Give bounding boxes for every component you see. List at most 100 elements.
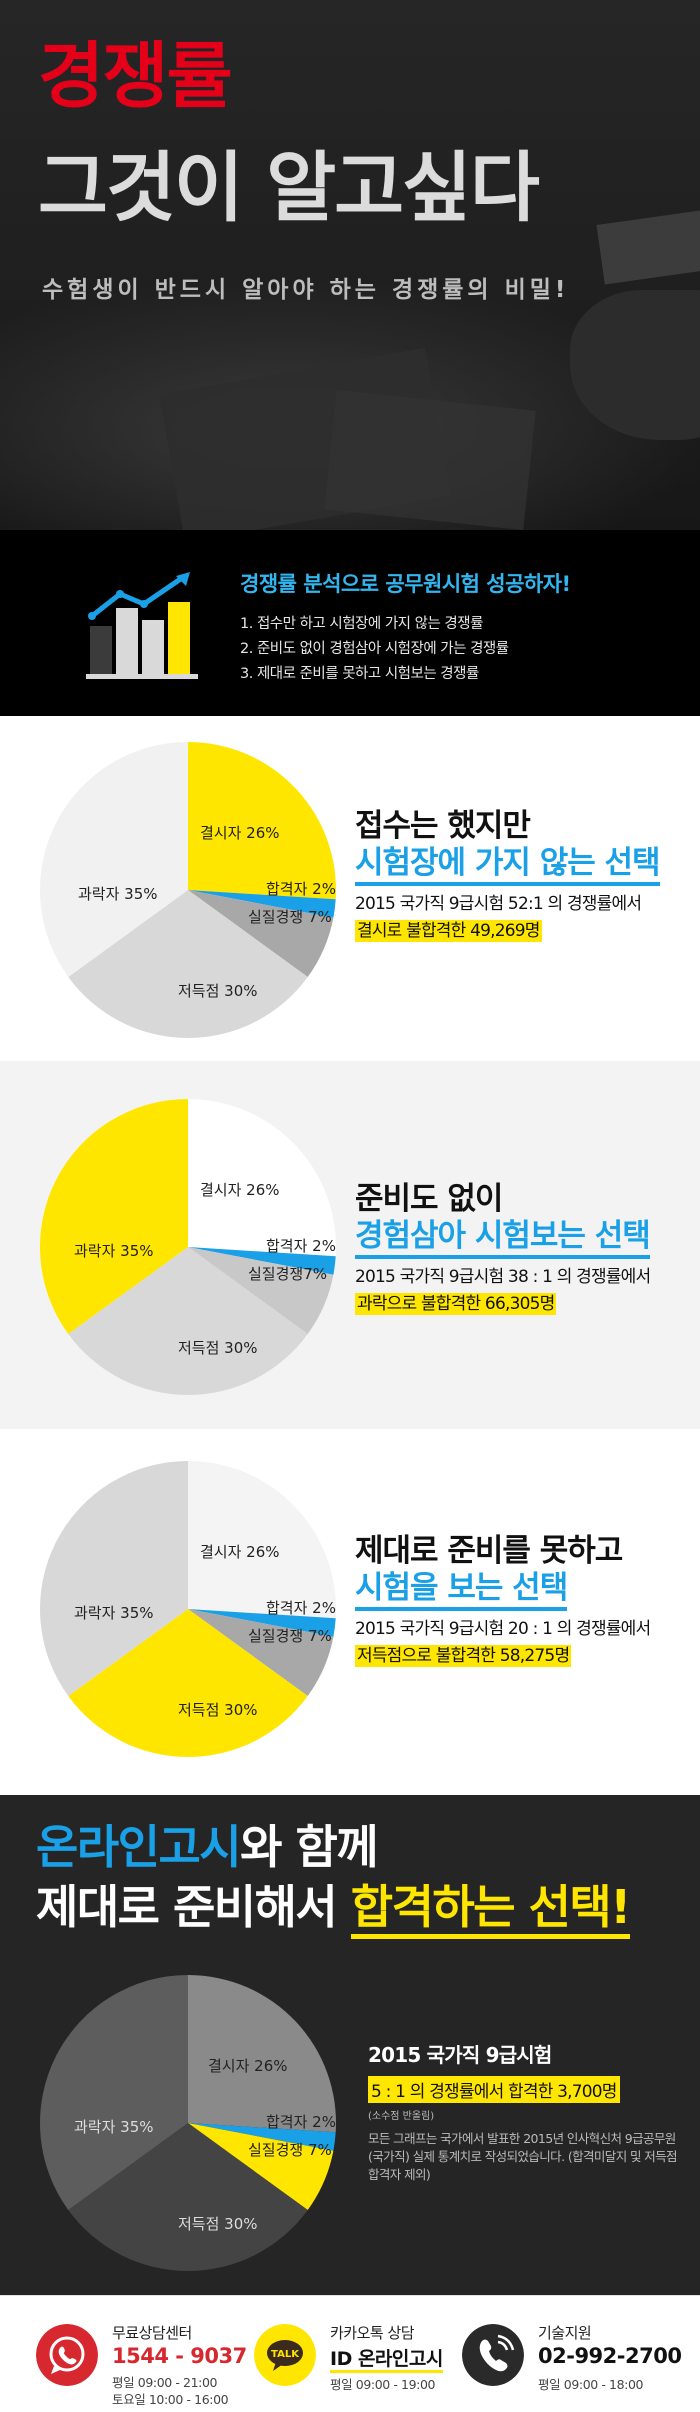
pie-label-absent: 결시자 26% <box>208 2057 288 2075</box>
contact-hours: 평일 09:00 - 19:00 <box>330 2377 436 2392</box>
closing-exam: 2015 국가직 9급시험 <box>368 2043 552 2067</box>
section-fail: 결시자 26% 합격자 2% 실질경쟁7% 저득점 30% 과락자 35% 준비… <box>0 1061 700 1429</box>
pie-label-low: 저득점 30% <box>178 2215 258 2233</box>
pie-chart: 결시자 26% 합격자 2% 실질경쟁7% 저득점 30% 과락자 35% <box>40 1099 336 1395</box>
kakao-id-text: ID 온라인고시 <box>330 2348 443 2373</box>
pie-label-real: 실질경쟁7% <box>248 1265 327 1283</box>
closing-note: (소수점 반올림) <box>368 2111 435 2122</box>
intro-title: 경쟁률 분석으로 공무원시험 성공하자! <box>240 572 571 596</box>
section-heading-blue: 경험삼아 시험보는 선택 <box>355 1217 651 1259</box>
section-text: 제대로 준비를 못하고 시험을 보는 선택 2015 국가직 9급시험 20 :… <box>355 1533 651 1667</box>
pie-label-absent: 결시자 26% <box>200 824 280 842</box>
section-heading: 준비도 없이 <box>355 1181 503 1217</box>
telephone-icon <box>462 2324 524 2386</box>
hero-banner: 경쟁률 그것이 알고싶다 수험생이 반드시 알아야 하는 경쟁률의 비밀! <box>0 0 700 530</box>
pie-label-low: 저득점 30% <box>178 982 258 1000</box>
section-lowscore: 결시자 26% 합격자 2% 실질경쟁 7% 저득점 30% 과락자 35% 제… <box>0 1429 700 1795</box>
contact-hours: 평일 09:00 - 18:00 <box>538 2377 644 2392</box>
section-desc: 2015 국가직 9급시험 52:1 의 경쟁률에서 <box>355 894 642 914</box>
pie-slice-real <box>188 1247 334 1334</box>
pie-label-real: 실질경쟁 7% <box>248 908 332 926</box>
pie-slice-low <box>68 1609 308 1757</box>
pie-label-low: 저득점 30% <box>178 1701 258 1719</box>
pie-slice-absent <box>188 1975 336 2133</box>
section-pass: 온라인고시와 함께 제대로 준비해서 합격하는 선택! 결시자 26% 합격자 … <box>0 1795 700 2295</box>
intro-list: 1. 접수만 하고 시험장에 가지 않는 경쟁률 2. 준비도 없이 경험삼아 … <box>240 612 509 687</box>
pie-slice-real <box>188 890 334 977</box>
phone-chat-icon <box>36 2324 98 2386</box>
hero-title: 그것이 알고싶다 <box>38 143 540 232</box>
section-heading-blue: 시험을 보는 선택 <box>355 1569 568 1611</box>
pie-chart: 결시자 26% 합격자 2% 실질경쟁 7% 저득점 30% 과락자 35% <box>40 1461 336 1757</box>
closing-highlight: 5 : 1 의 경쟁률에서 합격한 3,700명 <box>368 2076 620 2103</box>
hero-paper-shape <box>324 389 536 530</box>
section-absent: 결시자 26% 합격자 2% 실질경쟁 7% 저득점 30% 과락자 35% 접… <box>0 716 700 1061</box>
kakaotalk-talk-text: TALK <box>271 2349 300 2360</box>
pie-chart: 결시자 26% 합격자 2% 실질경쟁 7% 저득점 30% 과락자 35% <box>40 742 336 1038</box>
pie-label-pass: 합격자 2% <box>266 1237 336 1255</box>
pie-slice-fail <box>40 742 189 977</box>
closing-heading: 온라인고시와 함께 <box>36 1819 379 1875</box>
pie-slice-absent <box>188 1099 336 1257</box>
pie-label-real: 실질경쟁 7% <box>248 1627 332 1645</box>
intro-list-item: 1. 접수만 하고 시험장에 가지 않는 경쟁률 <box>240 616 483 632</box>
contact-label: 무료상담센터 <box>112 2324 192 2342</box>
pie-slice-pass <box>188 890 336 918</box>
hero-subtitle: 수험생이 반드시 알아야 하는 경쟁률의 비밀! <box>42 277 570 303</box>
growth-chart-icon <box>86 572 198 679</box>
pie-slice-pass <box>188 1609 336 1637</box>
pie-slice-pass <box>188 2123 336 2151</box>
pie-slice-low <box>68 1247 308 1395</box>
contact-label: 카카오톡 상담 <box>330 2324 415 2342</box>
closing-heading-yellow: 합격하는 선택! <box>350 1880 631 1939</box>
kakao-id: ID 온라인고시 <box>330 2344 443 2373</box>
pie-slice-fail <box>40 1099 189 1334</box>
section-desc: 2015 국가직 9급시험 38 : 1 의 경쟁률에서 <box>355 1267 651 1287</box>
pie-slice-fail <box>40 1461 189 1696</box>
pie-label-fail: 과락자 35% <box>74 1242 154 1260</box>
pie-label-fail: 과락자 35% <box>74 1604 154 1622</box>
intro-list-item: 3. 제대로 준비를 못하고 시험보는 경쟁률 <box>240 666 479 682</box>
pie-label-fail: 과락자 35% <box>74 2118 154 2136</box>
section-desc: 2015 국가직 9급시험 20 : 1 의 경쟁률에서 <box>355 1619 651 1639</box>
pie-label-absent: 결시자 26% <box>200 1543 280 1561</box>
intro-band: 경쟁률 분석으로 공무원시험 성공하자! 1. 접수만 하고 시험장에 가지 않… <box>0 530 700 716</box>
section-highlight: 과락으로 불합격한 66,305명 <box>355 1293 557 1315</box>
brand-name: 온라인고시 <box>36 1820 242 1874</box>
closing-heading-2: 제대로 준비해서 합격하는 선택! <box>36 1879 631 1939</box>
pie-slice-fail <box>40 1975 189 2210</box>
pie-slice-absent <box>188 742 336 900</box>
section-highlight: 결시로 불합격한 49,269명 <box>355 920 542 942</box>
pie-slice-absent <box>188 1461 336 1619</box>
pie-label-fail: 과락자 35% <box>78 885 158 903</box>
intro-list-item: 2. 준비도 없이 경험삼아 시험장에 가는 경쟁률 <box>240 641 509 657</box>
section-heading-blue: 시험장에 가지 않는 선택 <box>355 844 661 886</box>
section-highlight: 저득점으로 불합격한 58,275명 <box>355 1645 572 1667</box>
contact-phone[interactable]: 1544 - 9037 <box>112 2344 247 2368</box>
pie-label-pass: 합격자 2% <box>266 880 336 898</box>
kakaotalk-icon: TALK <box>254 2324 316 2386</box>
pie-slice-pass <box>188 1247 336 1275</box>
section-heading: 제대로 준비를 못하고 <box>355 1533 623 1569</box>
pie-slice-real <box>188 2123 334 2210</box>
section-text: 준비도 없이 경험삼아 시험보는 선택 2015 국가직 9급시험 38 : 1… <box>355 1181 651 1315</box>
section-heading: 접수는 했지만 <box>355 808 531 844</box>
contact-label: 기술지원 <box>538 2324 592 2342</box>
pie-slice-real <box>188 1609 334 1696</box>
closing-desc: 모든 그래프는 국가에서 발표한 2015년 인사혁신처 9급공무원(국가직) … <box>368 2131 678 2182</box>
hero-keyboard-shape <box>596 205 700 285</box>
closing-text: 2015 국가직 9급시험 5 : 1 의 경쟁률에서 합격한 3,700명 (… <box>368 2039 688 2184</box>
pie-label-pass: 합격자 2% <box>266 1599 336 1617</box>
contact-hours: 토요일 10:00 - 16:00 <box>112 2392 229 2407</box>
pie-slice-low <box>68 2123 308 2271</box>
pie-label-low: 저득점 30% <box>178 1339 258 1357</box>
closing-heading-text: 제대로 준비해서 <box>36 1880 351 1934</box>
pie-slice-low <box>68 890 308 1038</box>
footer-contacts: 무료상담센터 1544 - 9037 평일 09:00 - 21:00 토요일 … <box>0 2295 700 2412</box>
contact-phone[interactable]: 02-992-2700 <box>538 2344 682 2368</box>
closing-heading-text: 와 함께 <box>240 1820 378 1874</box>
pie-label-pass: 합격자 2% <box>266 2113 336 2131</box>
hero-title-red: 경쟁률 <box>38 34 233 118</box>
section-text: 접수는 했지만 시험장에 가지 않는 선택 2015 국가직 9급시험 52:1… <box>355 808 661 942</box>
